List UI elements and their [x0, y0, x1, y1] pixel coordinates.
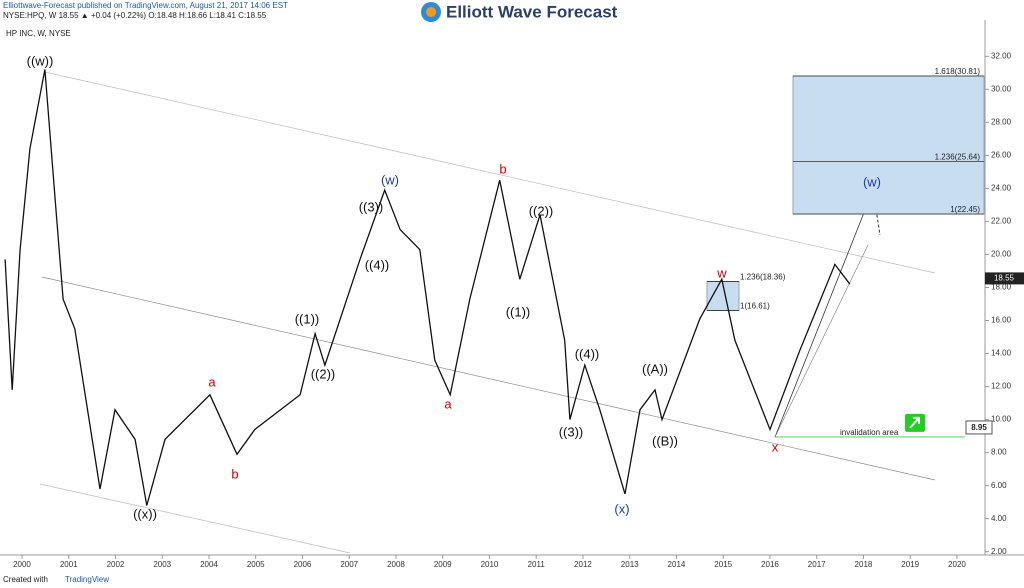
x-tick-label: 2006 — [294, 560, 312, 569]
invalidation-text: invalidation area — [840, 428, 899, 437]
x-tick-label: 2000 — [13, 560, 31, 569]
wave-label: ((2)) — [529, 203, 554, 218]
fib-label: 1(16.61) — [740, 302, 770, 311]
y-tick-label: 28.00 — [991, 117, 1012, 126]
y-tick-label: 10.00 — [991, 415, 1012, 424]
wave-label: ((2)) — [311, 366, 336, 381]
last-price-box — [985, 272, 1024, 285]
wave-label: ((4)) — [365, 257, 390, 272]
x-tick-label: 2012 — [574, 560, 592, 569]
x-tick-label: 2013 — [621, 560, 639, 569]
channel-line — [39, 483, 351, 554]
wave-label: ((B)) — [652, 433, 678, 448]
y-tick-label: 12.00 — [991, 382, 1012, 391]
fib-label: 1.236(18.36) — [740, 273, 786, 282]
projection — [774, 189, 874, 438]
x-tick-label: 2003 — [153, 560, 171, 569]
channel-line — [41, 276, 936, 481]
y-tick-label: 24.00 — [991, 184, 1012, 193]
y-tick-label: 22.00 — [991, 217, 1012, 226]
value-label: 8.95 — [971, 423, 987, 432]
logo-icon — [426, 7, 436, 17]
publisher: Elliottwave-Forecast published on Tradin… — [3, 1, 288, 10]
wave-label: x — [772, 439, 779, 454]
wave-label: ((1)) — [506, 304, 531, 319]
chart-title: HP INC, W, NYSE — [6, 29, 71, 38]
wave-label: ((3)) — [559, 424, 584, 439]
y-tick-label: 8.00 — [991, 448, 1007, 457]
x-tick-label: 2011 — [528, 560, 546, 569]
wave-label: (w) — [381, 172, 399, 187]
x-tick-label: 2015 — [714, 560, 732, 569]
x-tick-label: 2007 — [340, 560, 358, 569]
wave-label: a — [444, 396, 452, 411]
y-tick-label: 32.00 — [991, 51, 1012, 60]
wave-label: w — [716, 265, 727, 280]
y-tick-label: 30.00 — [991, 84, 1012, 93]
footer: Created with — [3, 575, 48, 584]
y-tick-label: 26.00 — [991, 151, 1012, 160]
channel-line — [44, 71, 936, 274]
trend-line — [774, 244, 869, 438]
quote: NYSE:HPQ, W 18.55 ▲ +0.04 (+0.22%) O:18.… — [3, 11, 267, 20]
fib-label: 1(22.45) — [950, 205, 980, 214]
footer-brand: TradingView — [65, 575, 109, 584]
wave-label: b — [499, 161, 506, 176]
x-tick-label: 2017 — [808, 560, 826, 569]
wave-label: b — [231, 466, 238, 481]
x-tick-label: 2005 — [247, 560, 265, 569]
fib-label: 1.236(25.64) — [935, 152, 981, 161]
wave-label: ((1)) — [295, 311, 320, 326]
wave-label: a — [208, 374, 216, 389]
y-tick-label: 14.00 — [991, 349, 1012, 358]
x-tick-label: 2010 — [481, 560, 499, 569]
x-tick-label: 2020 — [948, 560, 966, 569]
icon — [909, 416, 920, 429]
y-tick-label: 20.00 — [991, 250, 1012, 259]
wave-label: ((3)) — [359, 199, 384, 214]
wave-label: (w) — [863, 174, 881, 189]
wave-label: ((w)) — [27, 53, 54, 68]
wave-label: (x) — [614, 501, 629, 516]
y-tick-label: 4.00 — [991, 514, 1007, 523]
y-tick-label: 16.00 — [991, 316, 1012, 325]
x-tick-label: 2001 — [60, 560, 78, 569]
last-price-label: 18.55 — [994, 274, 1015, 283]
y-tick-label: 18.00 — [991, 283, 1012, 292]
wave-label: ((A)) — [642, 361, 668, 376]
x-tick-label: 2008 — [387, 560, 405, 569]
logo: Elliott Wave Forecast — [446, 2, 618, 21]
price-line — [4, 69, 851, 506]
wave-label: ((4)) — [575, 346, 600, 361]
x-tick-label: 2019 — [901, 560, 919, 569]
x-tick-label: 2002 — [107, 560, 125, 569]
x-tick-label: 2009 — [434, 560, 452, 569]
x-tick-label: 2016 — [761, 560, 779, 569]
target-zone — [792, 75, 985, 215]
x-tick-label: 2004 — [200, 560, 218, 569]
x-tick-label: 2014 — [668, 560, 686, 569]
wave-label: ((x)) — [133, 506, 157, 521]
x-tick-label: 2018 — [855, 560, 873, 569]
y-tick-label: 2.00 — [991, 547, 1007, 556]
fib-label: 1.618(30.81) — [935, 67, 981, 76]
y-tick-label: 6.00 — [991, 481, 1007, 490]
value-box — [965, 420, 993, 435]
